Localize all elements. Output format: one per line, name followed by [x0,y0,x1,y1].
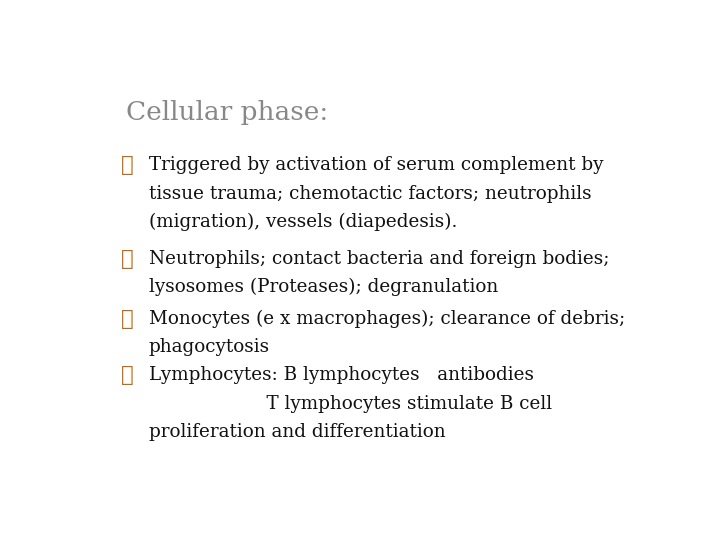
Text: ♾: ♾ [121,250,133,269]
Text: Triggered by activation of serum complement by: Triggered by activation of serum complem… [148,156,603,174]
Text: Monocytes (e x macrophages); clearance of debris;: Monocytes (e x macrophages); clearance o… [148,310,625,328]
Text: Lymphocytes: B lymphocytes   antibodies: Lymphocytes: B lymphocytes antibodies [148,366,534,384]
Text: phagocytosis: phagocytosis [148,339,270,356]
Text: ♾: ♾ [121,366,133,385]
Text: Cellular phase:: Cellular phase: [126,100,328,125]
Text: lysosomes (Proteases); degranulation: lysosomes (Proteases); degranulation [148,278,498,296]
Text: proliferation and differentiation: proliferation and differentiation [148,423,445,441]
FancyBboxPatch shape [84,60,654,485]
Text: Neutrophils; contact bacteria and foreign bodies;: Neutrophils; contact bacteria and foreig… [148,250,609,268]
Text: ♾: ♾ [121,310,133,329]
Text: tissue trauma; chemotactic factors; neutrophils: tissue trauma; chemotactic factors; neut… [148,185,591,202]
Text: T lymphocytes stimulate B cell: T lymphocytes stimulate B cell [148,395,552,413]
Text: (migration), vessels (diapedesis).: (migration), vessels (diapedesis). [148,213,457,231]
Text: ♾: ♾ [121,156,133,176]
